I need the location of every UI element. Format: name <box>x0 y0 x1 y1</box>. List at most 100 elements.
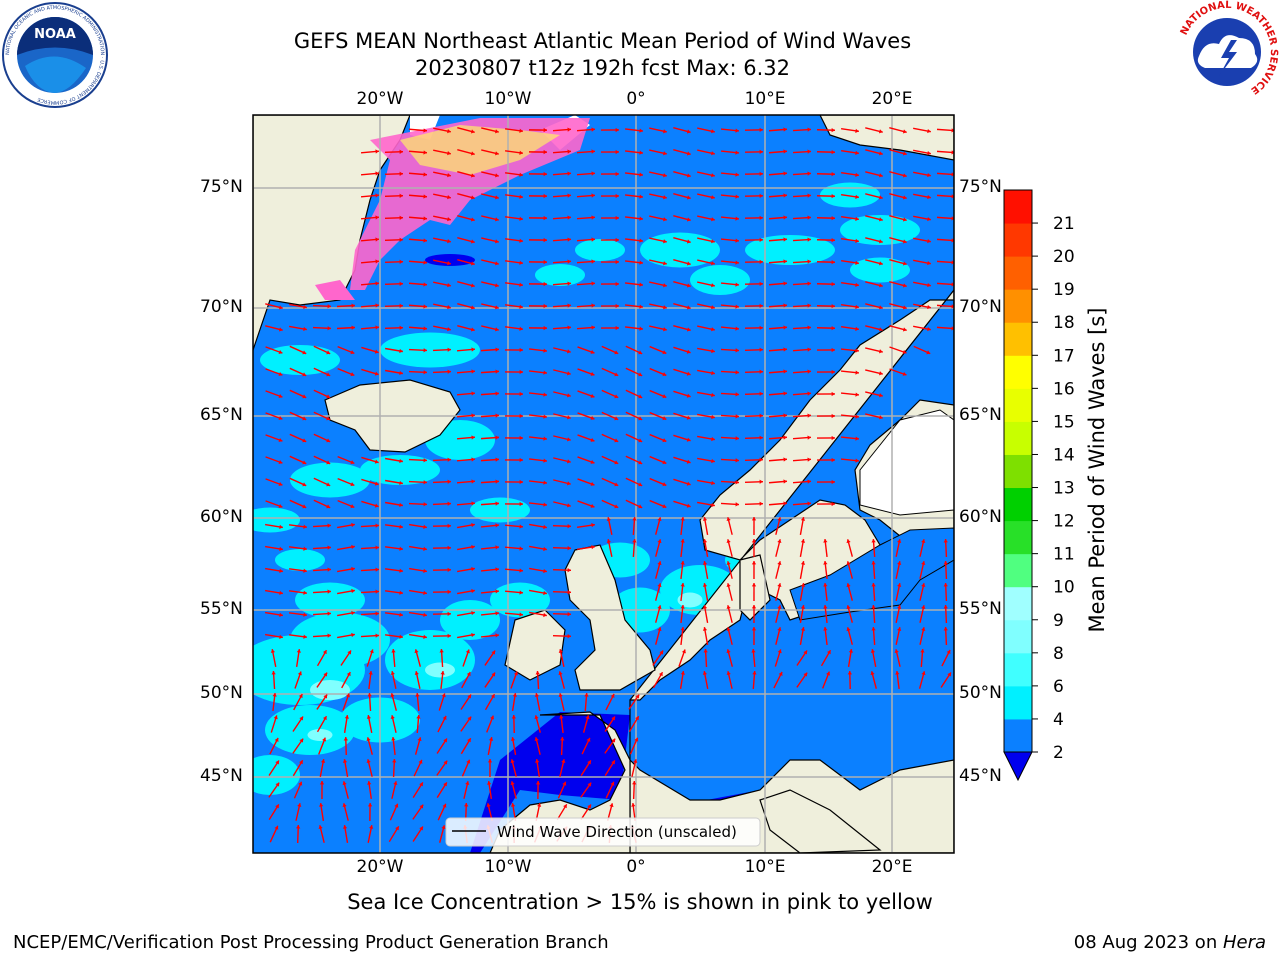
direction-arrow-head <box>567 568 571 573</box>
direction-arrow-head <box>702 583 708 587</box>
direction-arrow-head <box>519 194 523 199</box>
direction-arrow-head <box>614 394 619 399</box>
direction-arrow-head <box>298 781 303 786</box>
direction-arrow-head <box>662 460 667 465</box>
direction-arrow-head <box>902 261 907 266</box>
direction-arrow-head <box>519 128 523 133</box>
direction-arrow-head <box>878 217 883 222</box>
direction-arrow-head <box>662 416 667 421</box>
colorbar-tick-label: 13 <box>1053 479 1075 499</box>
lat-tick-label-right: 60°N <box>959 507 1002 527</box>
direction-arrow-head <box>777 583 782 588</box>
direction-arrow-head <box>807 193 811 198</box>
direction-arrow-head <box>487 781 492 785</box>
direction-arrow-head <box>590 371 595 376</box>
direction-arrow-head <box>920 649 925 653</box>
direction-arrow-head <box>392 759 397 763</box>
direction-arrow-head <box>534 693 540 697</box>
direction-arrow-head <box>447 327 451 332</box>
direction-arrow-head <box>635 694 640 699</box>
lon-tick-label-top: 0° <box>626 89 646 109</box>
direction-arrow-head <box>470 327 475 332</box>
direction-arrow-head <box>487 759 493 763</box>
direction-arrow-head <box>823 627 828 631</box>
direction-arrow-head <box>494 217 499 222</box>
direction-arrow-head <box>278 503 283 508</box>
direction-arrow-head <box>471 435 475 440</box>
direction-arrow-head <box>303 546 307 551</box>
direction-arrow-head <box>519 369 523 375</box>
direction-arrow-head <box>275 782 280 787</box>
direction-arrow-head <box>441 825 446 830</box>
direction-arrow-head <box>567 259 571 264</box>
direction-arrow-head <box>735 150 739 155</box>
direction-arrow-head <box>326 394 331 399</box>
direction-arrow-head <box>423 612 427 617</box>
direction-arrow-head <box>726 605 731 610</box>
direction-arrow-head <box>807 391 811 396</box>
direction-arrow-head <box>878 305 883 310</box>
direction-arrow-head <box>921 627 926 631</box>
direction-arrow-head <box>326 372 331 377</box>
direction-arrow-head <box>783 215 787 220</box>
direction-arrow-head <box>303 524 307 529</box>
direction-arrow-head <box>726 671 731 676</box>
direction-arrow-head <box>375 149 379 154</box>
direction-arrow-head <box>562 781 567 786</box>
direction-arrow-head <box>895 671 900 675</box>
map-field <box>253 115 954 853</box>
direction-arrow-head <box>847 671 852 675</box>
direction-arrow-head <box>519 347 523 353</box>
colorbar-segment <box>1004 718 1032 753</box>
direction-arrow-head <box>777 605 782 610</box>
direction-arrow-head <box>491 672 496 677</box>
direction-arrow-head <box>878 393 883 398</box>
direction-arrow-head <box>327 304 331 309</box>
direction-arrow-head <box>567 303 571 308</box>
direction-arrow-head <box>399 193 403 198</box>
direction-arrow-head <box>662 394 667 399</box>
direction-arrow-head <box>855 150 859 155</box>
direction-arrow-head <box>751 517 757 521</box>
direction-arrow-head <box>470 239 475 244</box>
direction-arrow-head <box>614 416 619 421</box>
direction-arrow-head <box>567 171 571 176</box>
gulf-of-bothnia <box>859 409 954 516</box>
map-frame <box>252 114 955 854</box>
direction-arrow-head <box>490 694 495 699</box>
colorbar-segment <box>1004 685 1032 720</box>
direction-arrow-head <box>800 561 806 565</box>
direction-arrow-head <box>543 281 547 287</box>
direction-arrow-head <box>351 303 355 308</box>
direction-arrow-head <box>535 781 541 785</box>
direction-arrow-head <box>614 438 619 443</box>
direction-arrow-head <box>275 760 279 765</box>
direction-arrow-head <box>543 193 547 199</box>
direction-arrow-head <box>447 347 451 352</box>
direction-arrow-head <box>686 503 691 508</box>
direction-arrow-head <box>662 504 667 509</box>
direction-arrow-head <box>470 305 475 310</box>
direction-arrow-head <box>466 672 471 677</box>
direction-arrow-head <box>711 480 715 486</box>
direction-arrow-head <box>447 217 451 222</box>
direction-arrow-head <box>543 127 547 133</box>
direction-arrow-head <box>299 716 304 721</box>
direction-arrow-head <box>777 561 782 566</box>
direction-arrow-head <box>561 759 566 764</box>
direction-arrow-head <box>471 610 475 616</box>
direction-arrow-head <box>615 237 619 243</box>
direction-arrow-head <box>519 304 523 309</box>
colorbar-tick-label: 11 <box>1053 545 1075 565</box>
direction-arrow-head <box>759 303 763 309</box>
direction-arrow-head <box>442 715 447 720</box>
direction-arrow-head <box>303 634 307 639</box>
direction-arrow-head <box>488 737 494 741</box>
direction-arrow-head <box>347 650 352 655</box>
direction-arrow-head <box>807 215 811 220</box>
direction-arrow-head <box>342 803 347 808</box>
direction-arrow-head <box>519 479 523 485</box>
direction-arrow-head <box>399 546 403 551</box>
direction-arrow-head <box>399 348 403 354</box>
direction-arrow-head <box>783 149 787 154</box>
